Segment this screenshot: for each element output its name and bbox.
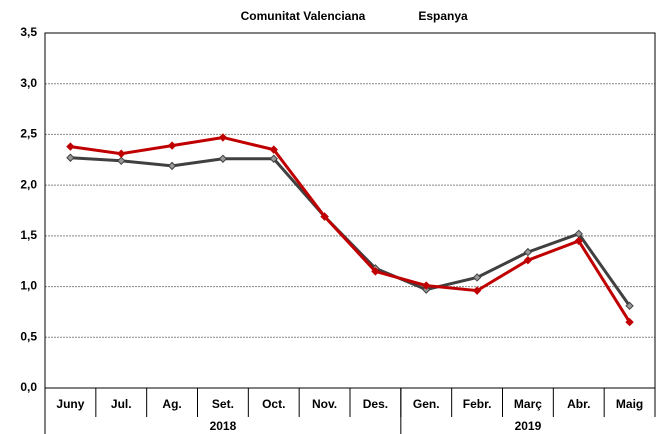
data-point xyxy=(472,286,482,295)
legend-label: Espanya xyxy=(418,9,468,23)
year-label: 2018 xyxy=(210,419,237,433)
x-tick-label: Des. xyxy=(363,397,388,411)
data-point xyxy=(218,154,228,163)
data-point xyxy=(523,247,533,257)
data-point xyxy=(625,317,634,327)
data-point xyxy=(66,142,75,151)
data-point xyxy=(218,133,228,142)
y-tick-label: 1,5 xyxy=(20,228,37,242)
series-line xyxy=(70,135,631,323)
x-tick-label: Nov. xyxy=(312,397,337,411)
legend-label: Comunitat Valenciana xyxy=(241,9,366,23)
x-tick-label: Jul. xyxy=(111,397,132,411)
x-tick-label: Febr. xyxy=(463,397,492,411)
x-tick-label: Abr. xyxy=(567,397,590,411)
x-tick-label: Set. xyxy=(212,397,234,411)
data-point xyxy=(269,154,278,163)
x-tick-label: Juny xyxy=(56,397,84,411)
data-point xyxy=(422,281,431,290)
data-point xyxy=(320,212,329,221)
x-tick-label: Març xyxy=(514,397,542,411)
y-tick-label: 0,5 xyxy=(20,329,37,343)
y-tick-label: 3,5 xyxy=(20,25,37,39)
x-tick-label: Oct. xyxy=(262,397,285,411)
data-point xyxy=(167,161,177,171)
data-point xyxy=(371,267,380,276)
data-point xyxy=(269,145,278,154)
data-point xyxy=(472,273,482,282)
data-point xyxy=(574,236,583,246)
y-tick-label: 2,0 xyxy=(20,177,37,191)
series-line xyxy=(70,156,631,307)
x-tick-label: Maig xyxy=(616,397,643,411)
x-tick-label: Gen. xyxy=(413,397,440,411)
data-point xyxy=(66,153,75,162)
y-tick-label: 0,0 xyxy=(20,380,37,394)
data-point xyxy=(625,301,634,311)
y-tick-label: 1,0 xyxy=(20,279,37,293)
data-point xyxy=(167,141,177,150)
x-tick-label: Ag. xyxy=(162,397,181,411)
plot-border xyxy=(44,32,656,389)
data-point xyxy=(117,156,126,166)
y-tick-label: 2,5 xyxy=(20,127,37,141)
data-point xyxy=(523,255,533,265)
data-point xyxy=(117,149,126,158)
y-tick-label: 3,0 xyxy=(20,76,37,90)
year-label: 2019 xyxy=(515,419,542,433)
